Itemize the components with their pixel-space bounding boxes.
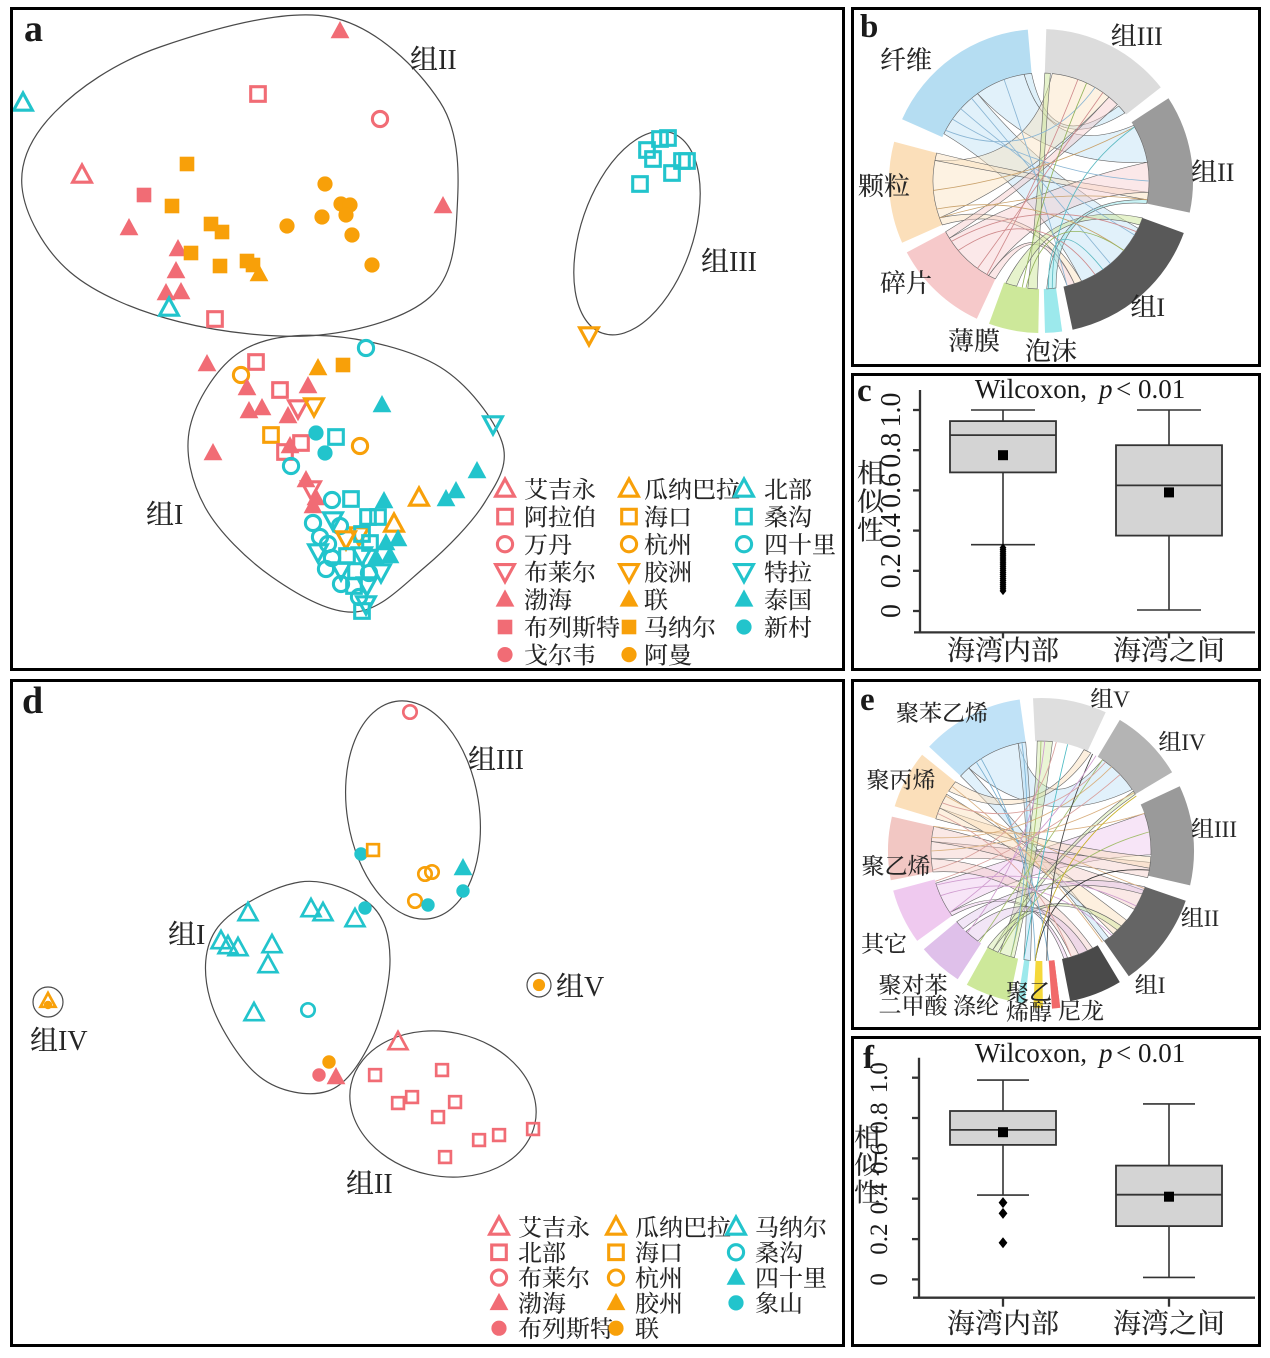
svg-text:I: I: [174, 500, 183, 531]
svg-text:d: d: [22, 680, 43, 722]
svg-text:b: b: [860, 9, 878, 45]
svg-text:p: p: [1097, 1038, 1113, 1068]
svg-text:< 0.01: < 0.01: [1116, 374, 1185, 404]
svg-text:II: II: [374, 1169, 393, 1200]
svg-text:III: III: [729, 247, 757, 278]
svg-text:V: V: [584, 972, 604, 1003]
svg-text:III: III: [1214, 817, 1237, 842]
svg-text:p: p: [1097, 374, 1113, 404]
svg-text:< 0.01: < 0.01: [1116, 1038, 1185, 1068]
svg-text:0: 0: [876, 604, 907, 618]
svg-text:I: I: [1156, 293, 1165, 322]
svg-text:Wilcoxon,: Wilcoxon,: [975, 1038, 1087, 1068]
svg-text:IV: IV: [58, 1026, 88, 1057]
svg-text:e: e: [860, 682, 875, 718]
svg-text:V: V: [1113, 687, 1130, 712]
svg-text:I: I: [1158, 973, 1166, 998]
svg-text:a: a: [24, 8, 43, 50]
svg-text:0.4: 0.4: [876, 513, 907, 548]
svg-text:0.8: 0.8: [866, 1102, 893, 1133]
svg-text:IV: IV: [1181, 730, 1206, 755]
svg-text:0.2: 0.2: [876, 553, 907, 588]
svg-text:II: II: [1217, 158, 1234, 187]
svg-text:II: II: [438, 45, 457, 76]
svg-text:c: c: [857, 373, 872, 409]
svg-text:III: III: [496, 745, 524, 776]
svg-text:III: III: [1137, 22, 1163, 51]
svg-text:I: I: [196, 920, 205, 951]
svg-text:f: f: [863, 1040, 875, 1076]
svg-text:1.0: 1.0: [876, 393, 907, 428]
svg-text:1.0: 1.0: [866, 1062, 893, 1093]
svg-text:0.2: 0.2: [866, 1223, 893, 1254]
svg-text:II: II: [1204, 906, 1219, 931]
svg-text:Wilcoxon,: Wilcoxon,: [975, 374, 1087, 404]
svg-text:0: 0: [866, 1273, 893, 1286]
